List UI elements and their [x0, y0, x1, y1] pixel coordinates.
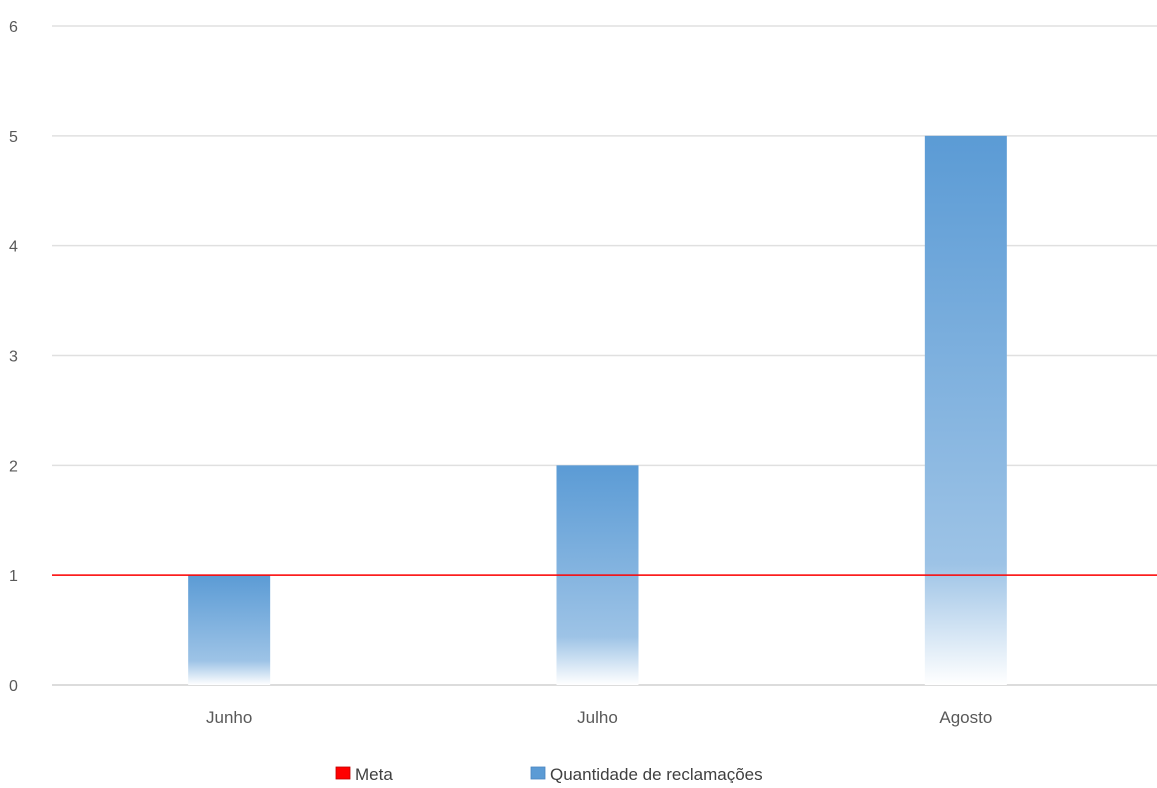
- y-tick-label: 4: [9, 239, 18, 256]
- y-tick-label: 5: [9, 129, 18, 146]
- bar-junho: [188, 575, 271, 685]
- y-tick-label: 6: [9, 19, 18, 36]
- y-axis-tick-labels: 0 1 2 3 4 5 6: [9, 19, 18, 695]
- legend-label: Quantidade de reclamações: [550, 765, 763, 783]
- x-tick-label: Junho: [206, 708, 252, 727]
- y-tick-label: 3: [9, 349, 18, 366]
- x-tick-label: Agosto: [939, 708, 992, 727]
- x-tick-label: Julho: [577, 708, 618, 727]
- y-tick-label: 0: [9, 678, 18, 695]
- legend-swatch: [335, 766, 351, 780]
- x-axis-tick-labels: Junho Julho Agosto: [206, 708, 992, 727]
- bar-agosto: [924, 135, 1007, 686]
- y-tick-label: 1: [9, 568, 18, 585]
- y-tick-label: 2: [9, 458, 18, 475]
- legend-label: Meta: [355, 765, 393, 783]
- bars: [188, 135, 1007, 686]
- legend-swatch: [530, 766, 546, 780]
- legend: Meta Quantidade de reclamações: [335, 765, 763, 784]
